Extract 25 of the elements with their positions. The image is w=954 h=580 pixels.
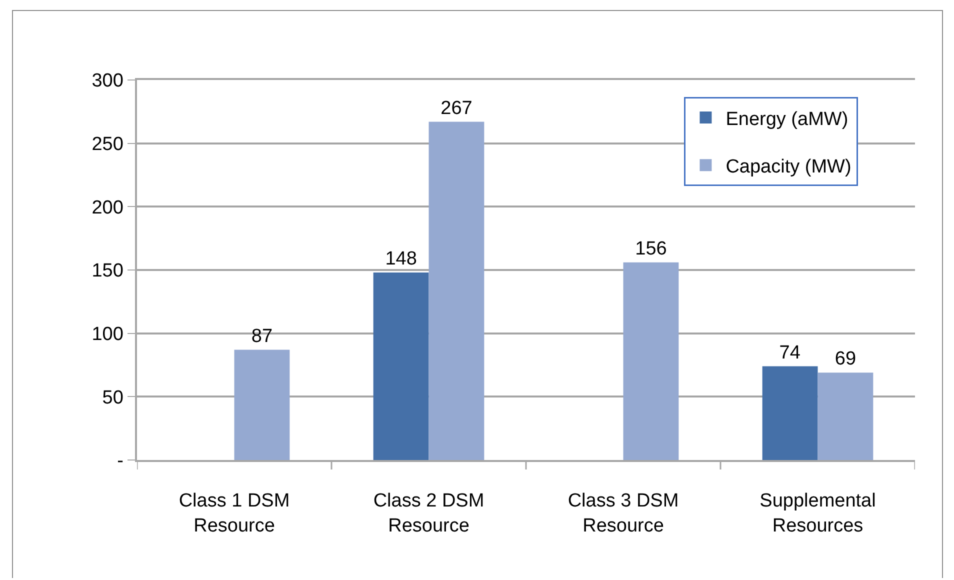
data-label: 69 — [834, 348, 856, 370]
x-tick-label: Class 2 DSM Resource — [373, 490, 484, 536]
legend-label: Energy (aMW) — [726, 108, 848, 130]
y-tick-label: 300 — [92, 70, 124, 92]
y-tick-label: 100 — [92, 324, 124, 345]
x-tick-label: Class 1 DSM Resource — [178, 490, 290, 536]
bar — [762, 366, 818, 460]
bar — [234, 350, 290, 460]
y-tick-label: - — [117, 450, 124, 472]
data-label: 267 — [440, 98, 472, 119]
y-tick-label: 200 — [92, 197, 124, 218]
data-label: 87 — [251, 326, 273, 347]
x-tick-label: Supplemental Resources — [760, 490, 876, 536]
bar — [373, 272, 429, 460]
y-tick-label: 250 — [92, 134, 124, 155]
x-tick-label: Class 3 DSM Resource — [568, 490, 679, 536]
legend-label: Capacity (MW) — [726, 156, 852, 178]
y-tick-label: 50 — [102, 387, 124, 408]
data-label: 156 — [635, 238, 667, 260]
bar — [623, 262, 679, 460]
y-tick-label: 150 — [92, 260, 124, 282]
data-label: 148 — [385, 248, 417, 270]
data-label: 74 — [779, 342, 801, 364]
bar — [428, 122, 484, 460]
bar — [818, 372, 874, 460]
